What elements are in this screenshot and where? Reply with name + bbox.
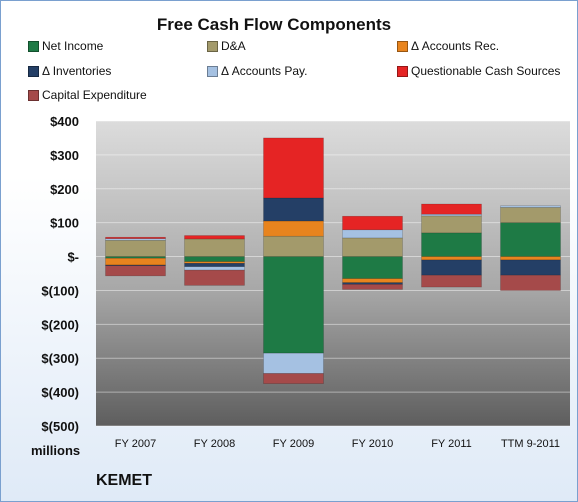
- bar-segment: [342, 215, 403, 231]
- bar-segment: [342, 278, 403, 283]
- legend-label: Δ Inventories: [42, 64, 112, 78]
- bar-segment: [342, 229, 403, 239]
- bar-segment: [184, 263, 245, 268]
- bar-segment: [500, 274, 561, 291]
- y-tick-label: $(500): [41, 419, 79, 434]
- chart-title: Free Cash Flow Components: [156, 15, 392, 34]
- company-label: KEMET: [96, 472, 152, 489]
- y-tick-label: $(400): [41, 385, 79, 400]
- bar-segment: [184, 235, 245, 240]
- legend-item-accounts-rec: Δ Accounts Rec.: [397, 39, 499, 53]
- bar-segment: [263, 197, 324, 222]
- y-axis-ticks: $400 $300 $200 $100 $- $(100) $(200) $(300) $(40…: [41, 114, 79, 434]
- legend-item-questionable-cash-sources: Questionable Cash Sources: [397, 64, 560, 78]
- legend-label: Δ Accounts Pay.: [221, 64, 308, 78]
- bar-segment: [421, 259, 482, 276]
- x-axis-ticks: FY 2007 FY 2008 FY 2009 FY 2010 FY 2011 TTM 9…: [115, 438, 560, 450]
- legend-swatch: [28, 89, 39, 101]
- legend-swatch: [207, 65, 218, 77]
- y-tick-label: $(200): [41, 317, 79, 332]
- legend-label: Net Income: [42, 39, 104, 53]
- y-tick-label: $200: [50, 182, 79, 197]
- legend-label: Questionable Cash Sources: [411, 64, 561, 78]
- y-tick-label: $(300): [41, 351, 79, 366]
- bar-segment: [263, 220, 324, 237]
- bar-segment: [421, 215, 482, 234]
- x-tick-label: FY 2010: [352, 438, 393, 450]
- legend-item-net-income: Net Income: [28, 39, 103, 53]
- bar-segment: [500, 259, 561, 276]
- legend-item-da: D&A: [207, 39, 246, 53]
- y-tick-label: $400: [50, 114, 79, 129]
- bar-segment: [105, 236, 166, 239]
- legend-swatch: [28, 40, 39, 52]
- legend-label: D&A: [221, 39, 246, 53]
- bar-segment: [105, 239, 166, 257]
- y-tick-label: $-: [67, 250, 79, 265]
- bar-segment: [500, 205, 561, 208]
- legend-item-inventories: Δ Inventories: [28, 64, 111, 78]
- bar-segment: [105, 257, 166, 266]
- units-label: millions: [31, 443, 81, 458]
- bar-segment: [184, 266, 245, 271]
- bar-stacks: [105, 137, 561, 384]
- bar-segment: [105, 264, 166, 267]
- x-tick-label: FY 2008: [194, 438, 235, 450]
- y-tick-label: $(100): [41, 283, 79, 298]
- bar-segment: [421, 256, 482, 261]
- legend-item-accounts-pay: Δ Accounts Pay.: [207, 64, 308, 78]
- plot-area: [96, 121, 570, 426]
- bar-segment: [263, 137, 324, 199]
- y-tick-label: $100: [50, 216, 79, 231]
- bar-segment: [421, 274, 482, 288]
- x-tick-label: FY 2009: [273, 438, 314, 450]
- legend-swatch: [207, 40, 218, 52]
- bar-segment: [342, 256, 403, 279]
- bar-segment: [500, 222, 561, 257]
- y-gridlines: [96, 120, 570, 427]
- legend-swatch: [28, 65, 39, 77]
- bar-segment: [184, 256, 245, 262]
- bar-segment: [500, 207, 561, 223]
- x-tick-label: TTM 9-2011: [501, 438, 560, 450]
- legend-swatch: [397, 40, 408, 52]
- bar-segment: [421, 203, 482, 215]
- bar-segment: [263, 256, 324, 354]
- legend-swatch: [397, 65, 408, 77]
- bar-segment: [263, 373, 324, 384]
- bar-segment: [342, 284, 403, 290]
- bar-segment: [421, 232, 482, 257]
- bar-segment: [184, 238, 245, 257]
- bar-segment: [263, 235, 324, 257]
- bar-segment: [500, 256, 561, 261]
- legend-label: Δ Accounts Rec.: [411, 39, 500, 53]
- legend-label: Capital Expenditure: [42, 88, 147, 102]
- bar-segment: [263, 352, 324, 374]
- bar-segment: [105, 265, 166, 277]
- legend-item-capital-expenditure: Capital Expenditure: [28, 88, 147, 102]
- bar-segment: [184, 269, 245, 286]
- y-tick-label: $300: [50, 148, 79, 163]
- x-tick-label: FY 2007: [115, 438, 156, 450]
- x-tick-label: FY 2011: [431, 438, 472, 450]
- bar-segment: [342, 237, 403, 257]
